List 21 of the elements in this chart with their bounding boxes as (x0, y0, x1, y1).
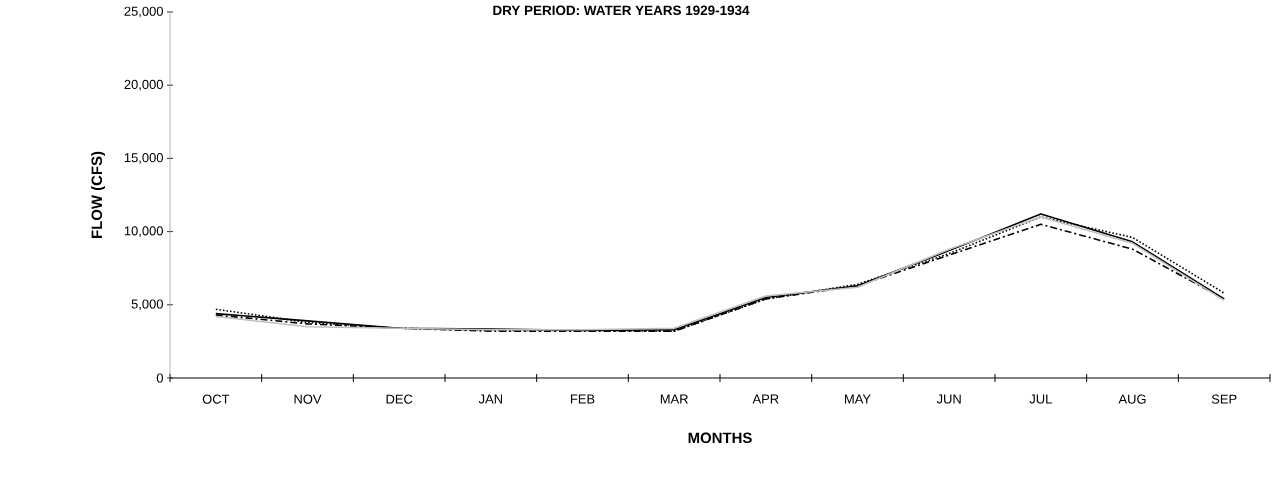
x-tick-label: NOV (294, 394, 322, 404)
x-tick-label: MAY (845, 394, 871, 404)
y-tick-label: 5,000 (131, 299, 163, 311)
x-axis-title: MONTHS (688, 432, 752, 444)
x-tick-label: MAR (660, 394, 688, 404)
x-tick-label: FEB (570, 394, 595, 404)
x-tick-label: OCT (202, 394, 230, 404)
x-tick-label: APR (752, 394, 779, 404)
y-tick-label: 25,000 (124, 6, 163, 18)
y-tick-label: 0 (156, 373, 163, 383)
y-axis-title: FLOW (CFS) (91, 151, 106, 238)
x-tick-label: JAN (478, 394, 503, 404)
x-tick-label: JUL (1029, 394, 1052, 404)
x-tick-label: JUN (936, 394, 961, 404)
x-tick-label: SEP (1211, 394, 1237, 404)
x-tick-label: AUG (1118, 394, 1146, 404)
y-tick-label: 20,000 (124, 79, 163, 91)
y-tick-label: 15,000 (124, 153, 163, 164)
y-tick-label: 10,000 (124, 226, 163, 237)
x-tick-label: DEC (386, 394, 413, 404)
chart-title: DRY PERIOD: WATER YEARS 1929-1934 (493, 5, 750, 16)
